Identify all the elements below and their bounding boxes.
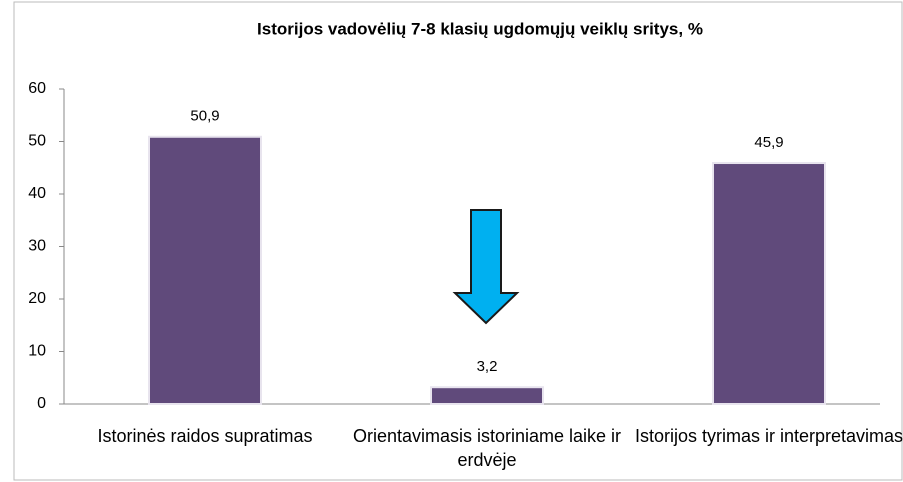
data-label: 45,9 — [754, 134, 783, 151]
x-tick-label: Orientavimasis istoriniame laike ir erdv… — [352, 426, 622, 470]
bar — [712, 162, 826, 405]
y-tick-label: 0 — [37, 395, 46, 412]
data-label: 50,9 — [190, 108, 219, 125]
bar — [430, 386, 544, 406]
y-tick-label: 10 — [28, 343, 46, 360]
y-tick-label: 40 — [28, 185, 46, 202]
arrow — [452, 209, 520, 325]
y-tick-label: 50 — [28, 133, 46, 150]
chart-title: Istorijos vadovėlių 7-8 klasių ugdomųjų … — [257, 19, 703, 38]
data-label: 3,2 — [477, 358, 498, 375]
x-tick-label: Istorinės raidos supratimas — [97, 426, 313, 446]
y-tick-label: 30 — [28, 238, 46, 255]
y-tick-label: 60 — [28, 80, 46, 97]
chart-frame — [13, 1, 903, 481]
bar — [148, 135, 262, 405]
y-tick-label: 20 — [28, 290, 46, 307]
x-tick-label: Istorijos tyrimas ir interpretavimas — [634, 426, 903, 446]
